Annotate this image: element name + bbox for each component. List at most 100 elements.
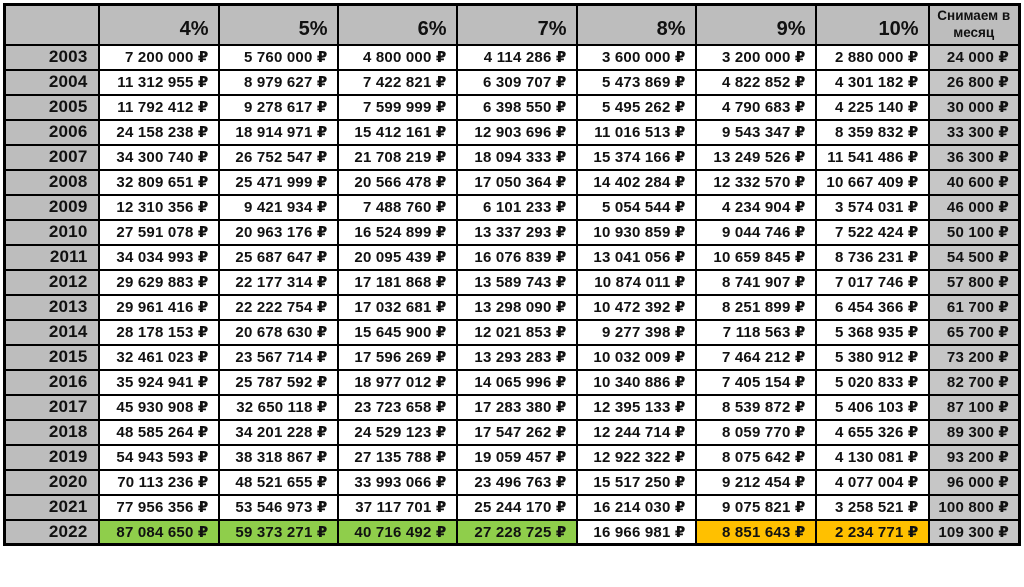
value-cell[interactable]: 10 659 845 ₽ — [694, 243, 817, 271]
value-cell[interactable]: 5 020 833 ₽ — [814, 368, 930, 396]
value-cell[interactable]: 12 021 853 ₽ — [455, 318, 578, 346]
value-cell[interactable]: 8 539 872 ₽ — [694, 393, 817, 421]
year-cell[interactable]: 2006 — [3, 118, 100, 146]
value-cell[interactable]: 12 903 696 ₽ — [455, 118, 578, 146]
value-cell[interactable]: 13 249 526 ₽ — [694, 143, 817, 171]
value-cell[interactable]: 54 943 593 ₽ — [97, 443, 220, 471]
value-cell[interactable]: 16 076 839 ₽ — [455, 243, 578, 271]
value-cell[interactable]: 32 461 023 ₽ — [97, 343, 220, 371]
rate-header[interactable]: 10% — [814, 3, 930, 46]
value-cell[interactable]: 27 591 078 ₽ — [97, 218, 220, 246]
value-cell[interactable]: 7 599 999 ₽ — [336, 93, 458, 121]
value-cell[interactable]: 17 547 262 ₽ — [455, 418, 578, 446]
value-cell[interactable]: 17 181 868 ₽ — [336, 268, 458, 296]
year-cell[interactable]: 2009 — [3, 193, 100, 221]
value-cell[interactable]: 32 809 651 ₽ — [97, 168, 220, 196]
monthly-withdrawal-cell[interactable]: 61 700 ₽ — [927, 293, 1021, 321]
value-cell[interactable]: 16 214 030 ₽ — [575, 493, 697, 521]
value-cell[interactable]: 35 924 941 ₽ — [97, 368, 220, 396]
value-cell[interactable]: 5 473 869 ₽ — [575, 68, 697, 96]
value-cell[interactable]: 10 874 011 ₽ — [575, 268, 697, 296]
value-cell[interactable]: 7 422 821 ₽ — [336, 68, 458, 96]
value-cell[interactable]: 29 629 883 ₽ — [97, 268, 220, 296]
value-cell[interactable]: 18 977 012 ₽ — [336, 368, 458, 396]
value-cell[interactable]: 13 293 283 ₽ — [455, 343, 578, 371]
value-cell[interactable]: 4 655 326 ₽ — [814, 418, 930, 446]
value-cell[interactable]: 9 277 398 ₽ — [575, 318, 697, 346]
value-cell[interactable]: 70 113 236 ₽ — [97, 468, 220, 496]
value-cell[interactable]: 3 200 000 ₽ — [694, 43, 817, 71]
value-cell[interactable]: 3 574 031 ₽ — [814, 193, 930, 221]
value-cell[interactable]: 37 117 701 ₽ — [336, 493, 458, 521]
value-cell[interactable]: 10 340 886 ₽ — [575, 368, 697, 396]
value-cell[interactable]: 25 471 999 ₽ — [217, 168, 339, 196]
value-cell[interactable]: 10 930 859 ₽ — [575, 218, 697, 246]
value-cell[interactable]: 27 135 788 ₽ — [336, 443, 458, 471]
value-cell[interactable]: 7 488 760 ₽ — [336, 193, 458, 221]
value-cell[interactable]: 34 201 228 ₽ — [217, 418, 339, 446]
value-cell[interactable]: 10 667 409 ₽ — [814, 168, 930, 196]
value-cell[interactable]: 21 708 219 ₽ — [336, 143, 458, 171]
monthly-withdrawal-cell[interactable]: 30 000 ₽ — [927, 93, 1021, 121]
monthly-withdrawal-cell[interactable]: 100 800 ₽ — [927, 493, 1021, 521]
value-cell[interactable]: 28 178 153 ₽ — [97, 318, 220, 346]
value-cell[interactable]: 5 495 262 ₽ — [575, 93, 697, 121]
value-cell[interactable]: 6 101 233 ₽ — [455, 193, 578, 221]
value-cell[interactable]: 20 095 439 ₽ — [336, 243, 458, 271]
value-cell[interactable]: 17 032 681 ₽ — [336, 293, 458, 321]
rate-header[interactable]: 6% — [336, 3, 458, 46]
value-cell[interactable]: 11 016 513 ₽ — [575, 118, 697, 146]
monthly-withdrawal-header[interactable]: Снимаем в месяц — [927, 3, 1021, 46]
value-cell[interactable]: 4 077 004 ₽ — [814, 468, 930, 496]
value-cell[interactable]: 23 723 658 ₽ — [336, 393, 458, 421]
value-cell[interactable]: 11 312 955 ₽ — [97, 68, 220, 96]
value-cell[interactable]: 15 374 166 ₽ — [575, 143, 697, 171]
value-cell[interactable]: 9 075 821 ₽ — [694, 493, 817, 521]
rate-header[interactable]: 5% — [217, 3, 339, 46]
value-cell[interactable]: 17 596 269 ₽ — [336, 343, 458, 371]
monthly-withdrawal-cell[interactable]: 40 600 ₽ — [927, 168, 1021, 196]
value-cell[interactable]: 23 567 714 ₽ — [217, 343, 339, 371]
value-cell[interactable]: 9 278 617 ₽ — [217, 93, 339, 121]
value-cell[interactable]: 7 405 154 ₽ — [694, 368, 817, 396]
monthly-withdrawal-cell[interactable]: 96 000 ₽ — [927, 468, 1021, 496]
year-cell[interactable]: 2016 — [3, 368, 100, 396]
value-cell[interactable]: 4 822 852 ₽ — [694, 68, 817, 96]
monthly-withdrawal-cell[interactable]: 50 100 ₽ — [927, 218, 1021, 246]
value-cell[interactable]: 53 546 973 ₽ — [217, 493, 339, 521]
year-cell[interactable]: 2008 — [3, 168, 100, 196]
monthly-withdrawal-cell[interactable]: 24 000 ₽ — [927, 43, 1021, 71]
value-cell[interactable]: 5 368 935 ₽ — [814, 318, 930, 346]
value-cell[interactable]: 4 790 683 ₽ — [694, 93, 817, 121]
value-cell[interactable]: 5 406 103 ₽ — [814, 393, 930, 421]
value-cell[interactable]: 38 318 867 ₽ — [217, 443, 339, 471]
value-cell[interactable]: 7 118 563 ₽ — [694, 318, 817, 346]
value-cell[interactable]: 4 225 140 ₽ — [814, 93, 930, 121]
value-cell[interactable]: 9 543 347 ₽ — [694, 118, 817, 146]
value-cell[interactable]: 25 687 647 ₽ — [217, 243, 339, 271]
value-cell[interactable]: 13 041 056 ₽ — [575, 243, 697, 271]
rate-header[interactable]: 4% — [97, 3, 220, 46]
monthly-withdrawal-cell[interactable]: 57 800 ₽ — [927, 268, 1021, 296]
year-cell[interactable]: 2005 — [3, 93, 100, 121]
monthly-withdrawal-cell[interactable]: 87 100 ₽ — [927, 393, 1021, 421]
value-cell[interactable]: 8 741 907 ₽ — [694, 268, 817, 296]
year-cell[interactable]: 2020 — [3, 468, 100, 496]
monthly-withdrawal-cell[interactable]: 54 500 ₽ — [927, 243, 1021, 271]
value-cell[interactable]: 13 589 743 ₽ — [455, 268, 578, 296]
value-cell[interactable]: 87 084 650 ₽ — [97, 518, 220, 546]
value-cell[interactable]: 25 787 592 ₽ — [217, 368, 339, 396]
value-cell[interactable]: 13 337 293 ₽ — [455, 218, 578, 246]
value-cell[interactable]: 8 736 231 ₽ — [814, 243, 930, 271]
value-cell[interactable]: 6 309 707 ₽ — [455, 68, 578, 96]
value-cell[interactable]: 15 645 900 ₽ — [336, 318, 458, 346]
value-cell[interactable]: 5 054 544 ₽ — [575, 193, 697, 221]
value-cell[interactable]: 48 521 655 ₽ — [217, 468, 339, 496]
value-cell[interactable]: 17 050 364 ₽ — [455, 168, 578, 196]
value-cell[interactable]: 77 956 356 ₽ — [97, 493, 220, 521]
value-cell[interactable]: 7 200 000 ₽ — [97, 43, 220, 71]
value-cell[interactable]: 7 017 746 ₽ — [814, 268, 930, 296]
value-cell[interactable]: 8 851 643 ₽ — [694, 518, 817, 546]
value-cell[interactable]: 16 966 981 ₽ — [575, 518, 697, 546]
value-cell[interactable]: 3 258 521 ₽ — [814, 493, 930, 521]
